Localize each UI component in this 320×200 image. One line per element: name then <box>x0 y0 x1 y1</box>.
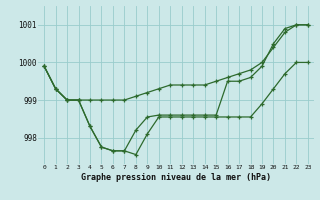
X-axis label: Graphe pression niveau de la mer (hPa): Graphe pression niveau de la mer (hPa) <box>81 173 271 182</box>
